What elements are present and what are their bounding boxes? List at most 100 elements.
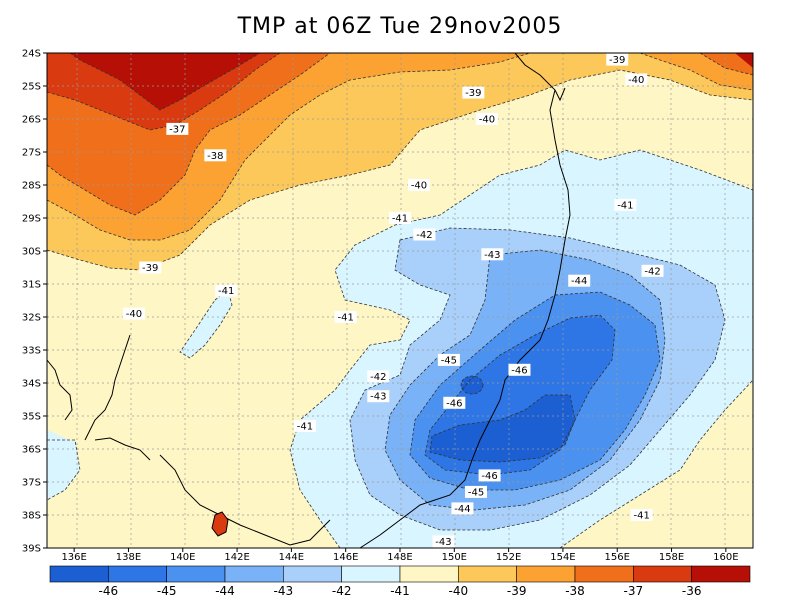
colorbar-swatch xyxy=(516,565,576,583)
colorbar-label: -43 xyxy=(274,584,294,598)
contour-label-box xyxy=(389,212,411,224)
contour-label-text: -41 xyxy=(633,511,649,522)
colorbar-swatch xyxy=(633,565,692,583)
contour-label: -38 xyxy=(204,149,227,162)
colorbar-label: -38 xyxy=(565,584,585,598)
colorbar-swatch xyxy=(691,565,751,583)
contour-label: -37 xyxy=(166,122,189,135)
contour-label: -40 xyxy=(122,307,145,320)
contour-label-text: -43 xyxy=(435,537,451,548)
contour-label-box xyxy=(139,261,162,274)
contour-label: -40 xyxy=(408,179,431,192)
contour-label-text: -43 xyxy=(484,250,500,261)
map-title: TMP at 06Z Tue 29nov2005 xyxy=(237,14,563,39)
lon-tick-label: 140E xyxy=(170,552,195,563)
lon-tick-label: 148E xyxy=(387,552,412,563)
contour-label-text: -39 xyxy=(465,88,481,99)
coastline xyxy=(47,53,571,548)
colorbar-swatch xyxy=(341,565,401,583)
contour-label-text: -42 xyxy=(370,372,386,383)
lon-tick-label: 138E xyxy=(116,552,141,563)
contour-label-box xyxy=(614,198,637,211)
contour-label: -42 xyxy=(641,264,664,277)
colorbar-swatch xyxy=(108,565,167,583)
contour-label: -39 xyxy=(139,261,162,274)
contour-label: -41 xyxy=(334,311,357,324)
colorbar-label: -36 xyxy=(682,584,702,598)
contour-label-text: -41 xyxy=(218,286,234,297)
colorbar-swatch xyxy=(283,565,342,583)
colorbar-swatch xyxy=(399,565,459,583)
contour-label-text: -40 xyxy=(411,181,427,192)
contour-label-text: -39 xyxy=(142,263,158,274)
contour-label-box xyxy=(204,149,227,162)
contour-label-text: -40 xyxy=(479,115,495,126)
lat-tick-label: 30S xyxy=(22,247,41,258)
latitude-axis: 24S 25S 26S 27S 28S 29S 30S 31S 32S 33S 34S 35S 36S 3… xyxy=(22,49,47,555)
contour-label-box xyxy=(606,53,629,66)
contour-label-box xyxy=(630,509,653,521)
colorbar-swatch xyxy=(166,565,226,583)
contour-label: -46 xyxy=(478,469,501,482)
contour-label-box xyxy=(122,307,145,320)
contour-label-box xyxy=(462,86,485,99)
longitude-axis: 136E 138E 140E 142E 144E 146E 148E 150E 152E 154E… xyxy=(61,548,739,563)
contour-label-text: -46 xyxy=(481,471,497,482)
lat-tick-label: 24S xyxy=(22,49,41,60)
lat-tick-label: 26S xyxy=(22,115,41,126)
contour-label: -41 xyxy=(614,198,637,211)
colorbar-label: -37 xyxy=(624,584,644,598)
contour-label-box xyxy=(432,535,455,548)
lat-tick-label: 28S xyxy=(22,181,41,192)
contour-label-box xyxy=(451,502,474,515)
lat-tick-label: 35S xyxy=(22,412,41,423)
contour-label: -43 xyxy=(432,535,455,548)
contour-label: -44 xyxy=(568,274,591,287)
contour-label: -39 xyxy=(462,86,485,99)
colorbar-label: -46 xyxy=(99,584,119,598)
contour-label-box xyxy=(465,485,488,498)
contour-label-box xyxy=(367,390,390,403)
contour-label-box xyxy=(215,284,238,297)
lat-tick-label: 36S xyxy=(22,445,41,456)
contour-label-box xyxy=(568,274,591,287)
contour-label: -45 xyxy=(465,485,488,498)
contour-label: -45 xyxy=(437,353,460,366)
contour-label-box xyxy=(408,179,431,191)
contour-label-text: -41 xyxy=(617,200,633,211)
contour-label: -41 xyxy=(293,419,316,432)
contour-label: -41 xyxy=(215,284,238,297)
contour-label-text: -43 xyxy=(370,392,386,403)
colorbar-label: -44 xyxy=(215,584,235,598)
fill-level-37-ne xyxy=(700,53,753,75)
contour-label-text: -46 xyxy=(446,398,462,409)
contour-label-box xyxy=(478,469,501,482)
contour-label-box xyxy=(413,228,436,241)
lon-tick-label: 156E xyxy=(605,552,630,563)
contour-label-text: -45 xyxy=(441,355,457,366)
lat-tick-label: 27S xyxy=(22,148,41,159)
colorbar-label: -39 xyxy=(507,584,527,598)
contour-label-text: -37 xyxy=(169,124,185,135)
contour-label-text: -39 xyxy=(609,55,625,66)
contour-label: -43 xyxy=(481,248,504,261)
fill-level-40-east xyxy=(560,380,753,548)
lon-tick-label: 146E xyxy=(333,552,358,563)
lat-tick-label: 39S xyxy=(22,544,41,555)
colorbar-swatch xyxy=(224,565,284,583)
colorbar-label: -41 xyxy=(390,584,410,598)
contour-label-box xyxy=(625,73,648,86)
lon-tick-label: 152E xyxy=(496,552,521,563)
contour-label: -42 xyxy=(367,370,390,383)
contour-label-text: -45 xyxy=(468,487,484,498)
contour-label: -42 xyxy=(413,228,436,241)
lon-tick-label: 136E xyxy=(61,552,86,563)
colorbar-label: -40 xyxy=(449,584,469,598)
fill-level-35 xyxy=(70,53,260,110)
contour-label-text: -41 xyxy=(338,313,354,324)
contour-label-text: -41 xyxy=(392,214,408,225)
fill-level-35-ne xyxy=(735,53,753,68)
colorbar: -46 -45 -44 -43 -42 -41 -40 -39 -38 -37 -36 xyxy=(49,565,751,598)
fill-level-46 xyxy=(430,395,575,462)
